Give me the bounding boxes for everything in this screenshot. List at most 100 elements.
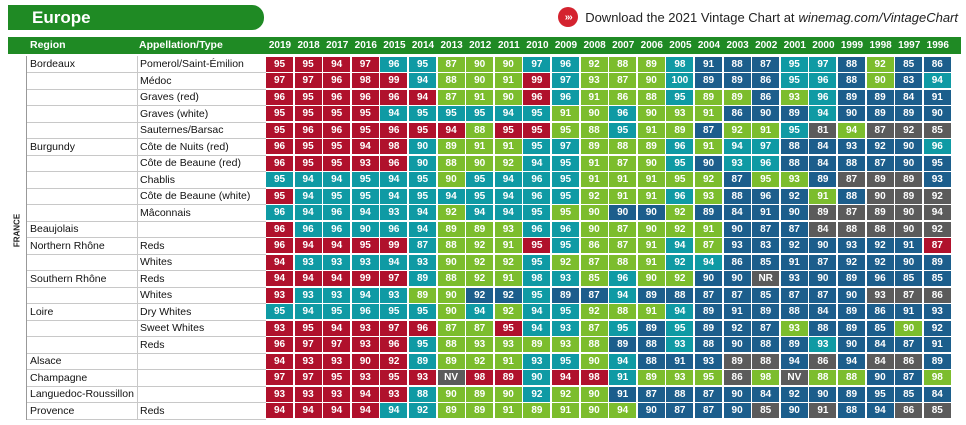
appellation-label: Reds xyxy=(140,338,165,351)
appellation-label: Chablis xyxy=(140,173,176,186)
score-cell: 95 xyxy=(380,370,408,385)
score-cell: 92 xyxy=(494,287,522,303)
score-cell: 89 xyxy=(780,337,808,352)
score-cell: 92 xyxy=(494,254,522,270)
score-cell: 89 xyxy=(695,89,722,105)
score-cell: 95 xyxy=(609,320,637,336)
score-cell: 98 xyxy=(466,370,494,385)
score-cell: 89 xyxy=(723,73,751,88)
appellation-label: Côte de Beaune (red) xyxy=(140,157,241,169)
score-cell: 84 xyxy=(809,221,837,237)
score-cell: 89 xyxy=(838,320,865,336)
row-divider xyxy=(27,88,266,90)
score-cell: 91 xyxy=(580,89,608,105)
score-cell: 91 xyxy=(923,337,951,352)
score-cell: 98 xyxy=(351,73,379,88)
download-link[interactable]: winemag.com/VintageChart xyxy=(798,9,958,25)
score-cell: 93 xyxy=(323,353,351,369)
row-divider xyxy=(27,385,266,387)
score-cell: 94 xyxy=(294,205,322,220)
score-cell: 91 xyxy=(494,139,522,154)
score-cell: 95 xyxy=(552,155,579,171)
score-cell: 93 xyxy=(695,353,722,369)
score-cell: 91 xyxy=(637,254,665,270)
score-cell: 87 xyxy=(866,155,894,171)
country-sidebar: FRANCE xyxy=(8,56,27,420)
score-cell: 95 xyxy=(409,337,436,352)
score-cell: 98 xyxy=(923,370,951,385)
score-cell: 96 xyxy=(266,337,293,352)
score-cell: 96 xyxy=(323,221,351,237)
score-cell: 94 xyxy=(323,238,351,253)
score-cell: 94 xyxy=(294,304,322,319)
score-cell: 96 xyxy=(323,205,351,220)
score-cell: 95 xyxy=(351,172,379,187)
score-cell: 87 xyxy=(695,122,722,138)
score-cell: 95 xyxy=(409,122,436,138)
score-cell: 95 xyxy=(294,320,322,336)
score-cell: 88 xyxy=(838,73,865,88)
score-cell: 84 xyxy=(809,139,837,154)
score-cell: 90 xyxy=(437,386,465,402)
score-cell: 94 xyxy=(294,188,322,204)
score-cell: 94 xyxy=(695,254,722,270)
score-cell: 94 xyxy=(294,403,322,418)
region-label: Alsace xyxy=(30,355,62,367)
score-cell: 88 xyxy=(409,386,436,402)
score-cell: 90 xyxy=(838,337,865,352)
score-cell: 90 xyxy=(637,106,665,121)
score-cell: 94 xyxy=(294,271,322,286)
chevron-arrows-icon[interactable]: ››› xyxy=(558,7,579,27)
score-cell: 96 xyxy=(380,155,408,171)
score-cell: 90 xyxy=(895,320,923,336)
column-divider xyxy=(137,270,138,288)
score-cell: 92 xyxy=(838,254,865,270)
score-cell: 95 xyxy=(323,106,351,121)
score-cell: 96 xyxy=(866,271,894,286)
score-cell: 95 xyxy=(323,370,351,385)
score-cell: 87 xyxy=(609,238,637,253)
score-cell: 90 xyxy=(838,106,865,121)
score-cell: 86 xyxy=(609,89,637,105)
column-divider xyxy=(137,353,138,370)
score-cell: 87 xyxy=(780,221,808,237)
score-cell: 91 xyxy=(923,89,951,105)
score-cell: 85 xyxy=(752,287,780,303)
score-cell: 99 xyxy=(351,271,379,286)
score-cell: 95 xyxy=(294,155,322,171)
score-cell: 93 xyxy=(780,271,808,286)
score-cell: 88 xyxy=(609,56,637,72)
score-cell: 94 xyxy=(266,271,293,286)
score-cell: 98 xyxy=(666,56,694,72)
score-cell: 95 xyxy=(552,304,579,319)
score-cell: 94 xyxy=(266,353,293,369)
score-cell: 90 xyxy=(809,238,837,253)
score-cell: 95 xyxy=(351,238,379,253)
score-cell: 95 xyxy=(294,89,322,105)
score-cell: 96 xyxy=(380,122,408,138)
score-cell: 91 xyxy=(552,106,579,121)
score-cell: 90 xyxy=(580,106,608,121)
score-cell: 94 xyxy=(437,188,465,204)
score-cell: 95 xyxy=(266,188,293,204)
score-cell: 85 xyxy=(752,403,780,418)
score-cell: 94 xyxy=(494,172,522,187)
score-cell: 90 xyxy=(866,370,894,385)
score-cell: 89 xyxy=(809,205,837,220)
score-cell: 95 xyxy=(494,320,522,336)
score-cell: 88 xyxy=(723,188,751,204)
year-header: 1997 xyxy=(898,40,921,51)
score-cell: 95 xyxy=(409,304,436,319)
score-cell: 92 xyxy=(780,188,808,204)
score-cell: 90 xyxy=(838,287,865,303)
country-label: FRANCE xyxy=(12,213,22,248)
score-cell: 90 xyxy=(895,205,923,220)
row-divider xyxy=(27,270,266,271)
score-cell: 93 xyxy=(494,221,522,237)
row-divider xyxy=(27,138,266,139)
score-cell: 95 xyxy=(351,122,379,138)
score-cell: 92 xyxy=(466,353,494,369)
download-banner[interactable]: ››› Download the 2021 Vintage Chart at w… xyxy=(558,6,958,28)
score-cell: 91 xyxy=(552,403,579,418)
score-cell: 88 xyxy=(580,122,608,138)
